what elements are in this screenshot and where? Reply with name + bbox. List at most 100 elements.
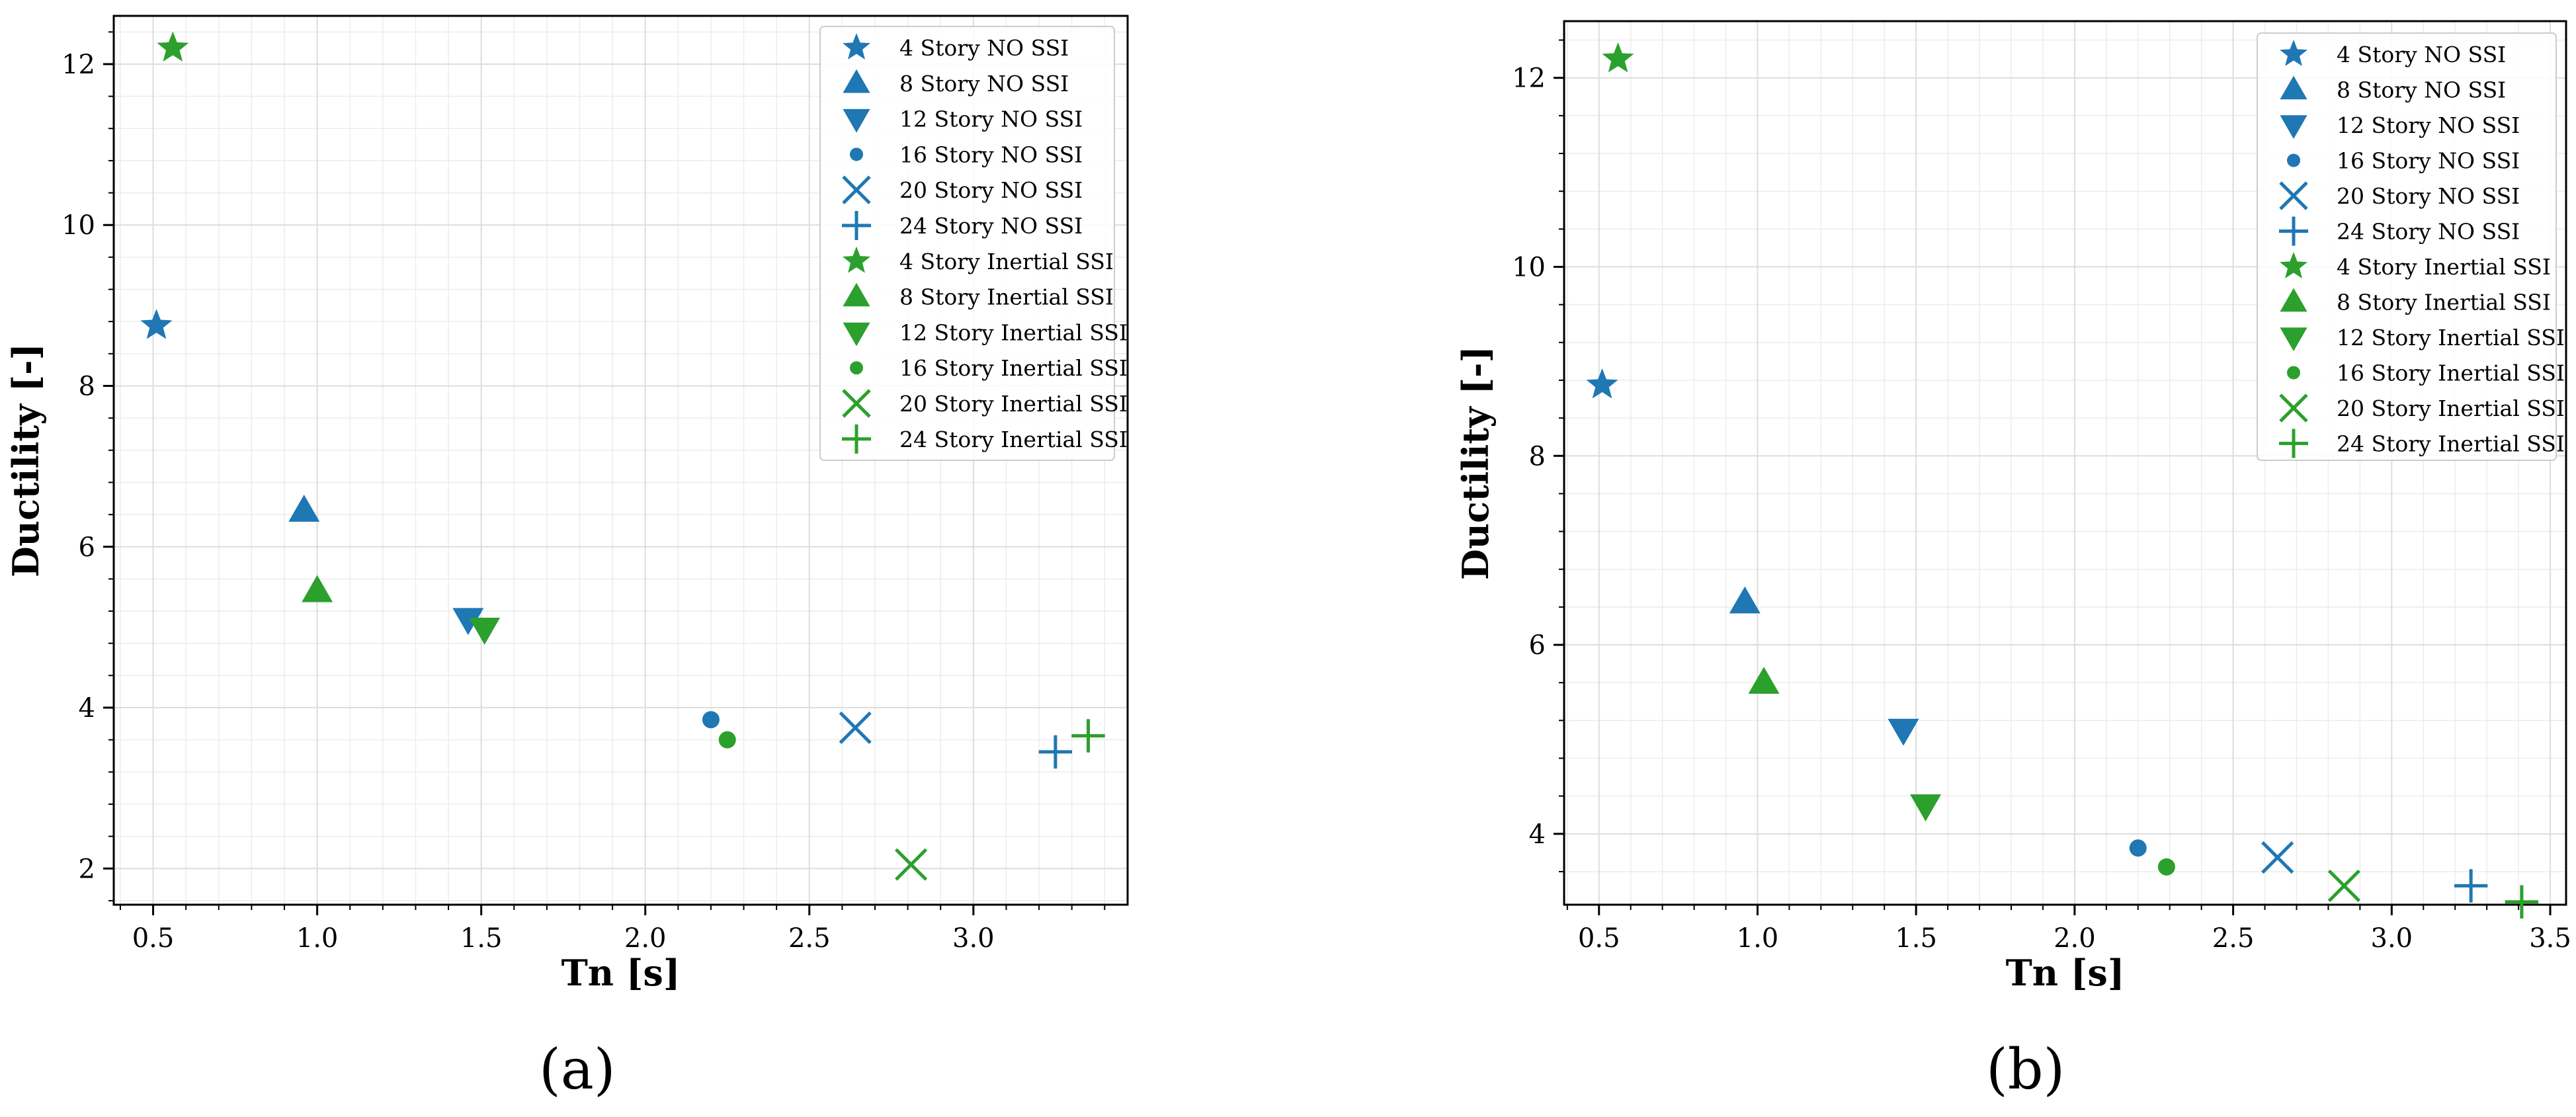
x-tick-label: 2.5 — [2212, 923, 2255, 954]
legend-label: 24 Story Inertial SSI — [899, 427, 1128, 452]
x-tick-label: 0.5 — [1578, 923, 1620, 954]
x-tick-label: 1.5 — [460, 923, 503, 954]
x-tick-label: 1.0 — [1737, 923, 1779, 954]
y-tick-label: 12 — [62, 50, 95, 80]
legend-label: 16 Story Inertial SSI — [2337, 360, 2565, 386]
data-point-triangle-down — [1888, 718, 1919, 746]
legend-marker-x — [842, 175, 871, 204]
data-point-x — [2327, 869, 2360, 902]
data-point-triangle-up — [288, 495, 320, 522]
plot-frame — [1563, 20, 2567, 906]
x-axis-label: Tn [s] — [561, 952, 681, 994]
legend-label: 4 Story NO SSI — [899, 35, 1069, 61]
legend-marker-triangle-down — [843, 108, 870, 133]
legend-marker-triangle-down — [843, 322, 870, 347]
legend-marker-triangle-up — [843, 282, 870, 307]
legend-marker-x — [842, 389, 871, 418]
legend-label: 20 Story Inertial SSI — [899, 391, 1128, 417]
legend-marker-star — [2280, 251, 2307, 278]
legend-label: 4 Story NO SSI — [2337, 42, 2506, 67]
y-tick-label: 12 — [1512, 63, 1546, 94]
legend-label: 12 Story Inertial SSI — [899, 319, 1128, 345]
data-point-star — [140, 309, 173, 339]
legend-label: 8 Story NO SSI — [899, 71, 1069, 97]
legend-marker-plus — [2278, 216, 2309, 246]
legend-marker-circle — [850, 361, 863, 375]
legend-label: 20 Story NO SSI — [899, 177, 1083, 203]
legend-label: 24 Story Inertial SSI — [2337, 431, 2565, 457]
x-tick-label: 1.5 — [1895, 923, 1937, 954]
data-point-triangle-up — [1729, 586, 1761, 614]
data-point-plus — [2505, 885, 2539, 919]
y-tick-label: 6 — [1529, 630, 1546, 661]
legend-marker-triangle-up — [843, 69, 870, 93]
data-point-x — [839, 711, 872, 744]
data-point-triangle-down — [452, 608, 484, 636]
y-tick-label: 10 — [62, 210, 95, 241]
legend-label: 4 Story Inertial SSI — [2337, 254, 2551, 280]
y-tick-label: 2 — [79, 854, 95, 884]
data-point-plus — [1071, 719, 1105, 753]
x-tick-label: 3.0 — [2371, 923, 2413, 954]
x-tick-label: 1.0 — [296, 923, 339, 954]
legend-label: 20 Story NO SSI — [2337, 183, 2520, 209]
y-tick-label: 8 — [1529, 441, 1546, 472]
legend-marker-star — [2280, 39, 2307, 66]
legend-marker-triangle-up — [2280, 75, 2307, 100]
legend-label: 8 Story Inertial SSI — [2337, 290, 2551, 315]
legend-label: 8 Story Inertial SSI — [899, 284, 1114, 310]
chart-panel-1: 0.5 1.0 1.5 2.0 2.5 3.0 3.5 4 6 8 10 12 Tn [s] Ductil… — [1454, 20, 2571, 994]
data-point-triangle-down — [469, 618, 501, 645]
plot-frame — [112, 15, 1129, 906]
x-tick-label: 3.5 — [2529, 923, 2571, 954]
y-axis-label: Ductility [-] — [1454, 346, 1497, 580]
chart-panel-0: 0.5 1.0 1.5 2.0 2.5 3.0 2 4 6 8 10 12 Tn [s] Ductilit… — [5, 15, 1129, 994]
legend-label: 8 Story NO SSI — [2337, 77, 2506, 103]
legend-label: 20 Story Inertial SSI — [2337, 395, 2565, 421]
legend-label: 24 Story NO SSI — [899, 213, 1083, 239]
y-tick-label: 4 — [79, 693, 95, 724]
data-point-star — [157, 31, 189, 62]
legend-box — [819, 26, 1115, 461]
legend-label: 4 Story Inertial SSI — [899, 249, 1114, 274]
data-point-x — [894, 848, 928, 881]
y-tick-label: 10 — [1512, 253, 1546, 283]
legend-marker-triangle-up — [2280, 288, 2307, 312]
data-point-x — [2261, 841, 2294, 874]
legend-marker-plus — [841, 210, 872, 241]
data-point-triangle-up — [302, 575, 333, 602]
y-tick-label: 4 — [1529, 819, 1546, 850]
x-axis-label: Tn [s] — [2006, 952, 2125, 994]
legend-label: 12 Story NO SSI — [2337, 112, 2520, 138]
data-point-plus — [2454, 869, 2488, 903]
x-tick-label: 2.0 — [624, 923, 667, 954]
data-point-circle — [718, 731, 736, 749]
y-tick-label: 8 — [79, 371, 95, 401]
legend-label: 24 Story NO SSI — [2337, 219, 2520, 245]
x-tick-label: 0.5 — [132, 923, 175, 954]
legend-label: 16 Story NO SSI — [2337, 148, 2520, 174]
legend-marker-x — [2279, 181, 2308, 210]
panel-label-a: (a) — [539, 1037, 616, 1102]
data-point-circle — [2157, 858, 2175, 876]
legend-label: 16 Story Inertial SSI — [899, 355, 1128, 381]
legend-marker-triangle-down — [2280, 115, 2307, 139]
x-tick-label: 2.5 — [788, 923, 831, 954]
legend-marker-circle — [2287, 366, 2300, 380]
data-point-star — [1602, 42, 1634, 73]
legend-marker-plus — [841, 424, 872, 454]
y-tick-label: 6 — [79, 532, 95, 563]
legend-marker-triangle-down — [2280, 327, 2307, 351]
x-tick-label: 3.0 — [952, 923, 995, 954]
legend-label: 16 Story NO SSI — [899, 142, 1083, 167]
legend-marker-star — [843, 32, 870, 60]
panel-label-b: (b) — [1986, 1037, 2065, 1102]
legend-box — [2257, 32, 2557, 461]
legend-marker-circle — [2287, 153, 2300, 167]
legend-marker-plus — [2278, 429, 2309, 458]
x-tick-label: 2.0 — [2054, 923, 2096, 954]
data-point-triangle-up — [1748, 667, 1780, 694]
legend-marker-circle — [850, 147, 863, 161]
